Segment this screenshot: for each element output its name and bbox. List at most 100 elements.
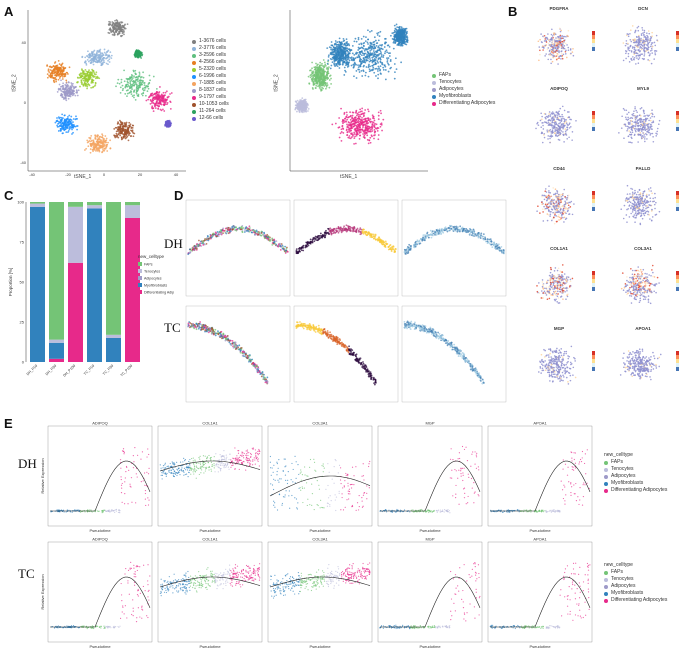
feature-plot-canvas	[620, 264, 679, 305]
feature-plot: MGP	[518, 326, 600, 404]
legend-item: 6-1996 cells	[192, 73, 229, 80]
feature-plot: COL3A1	[602, 246, 684, 324]
legend-item: Differentiating Adipocytes	[604, 487, 667, 494]
feature-plot: ADIPOQ	[518, 86, 600, 164]
bar-segment	[30, 206, 45, 362]
legend-label: 9-1797 cells	[199, 94, 226, 100]
expression-plot-title: COL1A1	[202, 537, 218, 542]
svg-text:20: 20	[138, 172, 143, 176]
bar-segment	[68, 202, 83, 207]
expression-plot-title: APOA1	[533, 537, 547, 542]
feature-plot-title: MGP	[553, 326, 565, 331]
x-tick-label: DH_P30	[45, 364, 57, 376]
legend-label: Tenocytes	[439, 79, 462, 85]
panel-letter-a: A	[4, 4, 14, 19]
legend-title: new_celltype	[138, 254, 165, 259]
feature-plot-grid: PDGFRA DCN ADIPOQ MYL9 CD44 PALLD COL1A1 COL3A1…	[518, 6, 684, 406]
y-tick-label: 25	[20, 320, 25, 325]
legend-swatch	[192, 95, 196, 100]
expression-legend-tc: new_celltype FAPs Tenocytes Adipocytes Myofi…	[604, 562, 667, 604]
feature-plot-canvas	[535, 105, 595, 144]
expression-plot-title: MGP	[425, 421, 434, 426]
feature-plot: PDGFRA	[518, 6, 600, 84]
legend-item: Tenocytes	[604, 466, 667, 473]
legend-label: Myofibroblasts	[611, 590, 644, 596]
bar-segment	[68, 262, 83, 362]
svg-text:-40: -40	[29, 172, 36, 176]
legend-title: new_celltype	[604, 452, 633, 458]
svg-text:0: 0	[24, 100, 27, 105]
legend-label: FAPs	[144, 263, 153, 267]
legend-item: 10-1053 cells	[192, 101, 229, 108]
expression-x-label: Pseudotime	[529, 528, 551, 533]
legend-swatch	[192, 74, 196, 79]
expression-y-label: Relative Expression	[40, 458, 45, 493]
legend-swatch	[432, 80, 436, 85]
legend-item: 1-3676 cells	[192, 38, 229, 45]
feature-plot: COL1A1	[518, 246, 600, 324]
tsne-celltype-legend: FAPs Tenocytes Adipocytes Myofibroblasts Dif…	[432, 72, 495, 107]
legend-label: Differentiating Adipocytes	[439, 100, 496, 106]
expression-y-label: Relative Expression	[40, 574, 45, 609]
legend-item: 3-2596 cells	[192, 52, 229, 59]
expression-plot-title: APOA1	[533, 421, 547, 426]
tsne-celltype-plot	[289, 10, 428, 172]
expression-x-label: Pseudotime	[199, 644, 221, 649]
legend-item: Differentiating Adipocytes	[432, 100, 495, 107]
bar-segment	[30, 203, 45, 207]
legend-item: 12-66 cells	[192, 115, 229, 122]
legend-swatch	[604, 591, 608, 596]
expression-plot-title: COL1A1	[202, 421, 218, 426]
expression-x-label: Pseudotime	[529, 644, 551, 649]
legend-swatch	[604, 481, 608, 486]
legend-item: Tenocytes	[432, 79, 495, 86]
legend-swatch	[604, 570, 608, 575]
feature-plot-title: COL3A1	[634, 246, 652, 251]
feature-plot-title: DCN	[638, 6, 648, 11]
feature-plot-canvas	[536, 264, 595, 304]
svg-text:40: 40	[22, 40, 27, 45]
bar-segment	[87, 208, 102, 362]
bar-segment	[49, 342, 64, 359]
y-tick-label: 75	[20, 240, 25, 245]
legend-swatch	[138, 290, 142, 294]
legend-swatch	[432, 101, 436, 106]
legend-item: FAPs	[432, 72, 495, 79]
svg-text:40: 40	[174, 172, 179, 176]
feature-plot-title: CD44	[553, 166, 565, 171]
legend-swatch	[604, 474, 608, 479]
bar-segment	[106, 334, 121, 338]
legend-label: Tenocytes	[611, 466, 634, 472]
legend-label: 7-1885 cells	[199, 80, 226, 86]
feature-plot-canvas	[619, 348, 679, 381]
pseudotime-expression-plots: ADIPOQ Pseudotime COL1A1 Pseudotime COL3A1 Ps…	[40, 421, 593, 649]
legend-label: Tenocytes	[144, 270, 160, 274]
proportion-stacked-bar-chart: 100 75 50 25 0 Proportion [%] DH_P10 DH_P30 DH_P…	[8, 200, 174, 378]
legend-item: 11-264 cells	[192, 108, 229, 115]
feature-plot-canvas	[536, 185, 595, 225]
legend-swatch	[138, 283, 142, 287]
svg-text:-20: -20	[65, 172, 72, 176]
legend-item: Myofibroblasts	[604, 480, 667, 487]
legend-item: Myofibroblasts	[432, 93, 495, 100]
feature-plot-title: COL1A1	[550, 246, 568, 251]
expression-legend-dh: new_celltype FAPs Tenocytes Adipocytes Myofi…	[604, 452, 667, 494]
legend-label: FAPs	[611, 569, 623, 575]
bar-segment	[87, 205, 102, 209]
legend-swatch	[192, 67, 196, 72]
expression-x-label: Pseudotime	[89, 644, 111, 649]
bar-segment	[87, 202, 102, 206]
legend-item: 2-3776 cells	[192, 45, 229, 52]
expression-x-label: Pseudotime	[419, 528, 441, 533]
feature-plot-title: PALLD	[635, 166, 651, 171]
expression-x-label: Pseudotime	[309, 528, 331, 533]
bar-segment	[30, 202, 45, 204]
row-label-dh-e: DH	[18, 456, 37, 471]
trajectory-plots	[185, 199, 507, 403]
x-tick-label: DH_P10	[26, 364, 38, 376]
expression-x-label: Pseudotime	[89, 528, 111, 533]
tsne-left-xlabel: tSNE_1	[74, 174, 92, 180]
legend-item: Myofibroblasts	[604, 590, 667, 597]
legend-swatch	[432, 87, 436, 92]
legend-label: Differentiating Adipocytes	[611, 487, 668, 493]
